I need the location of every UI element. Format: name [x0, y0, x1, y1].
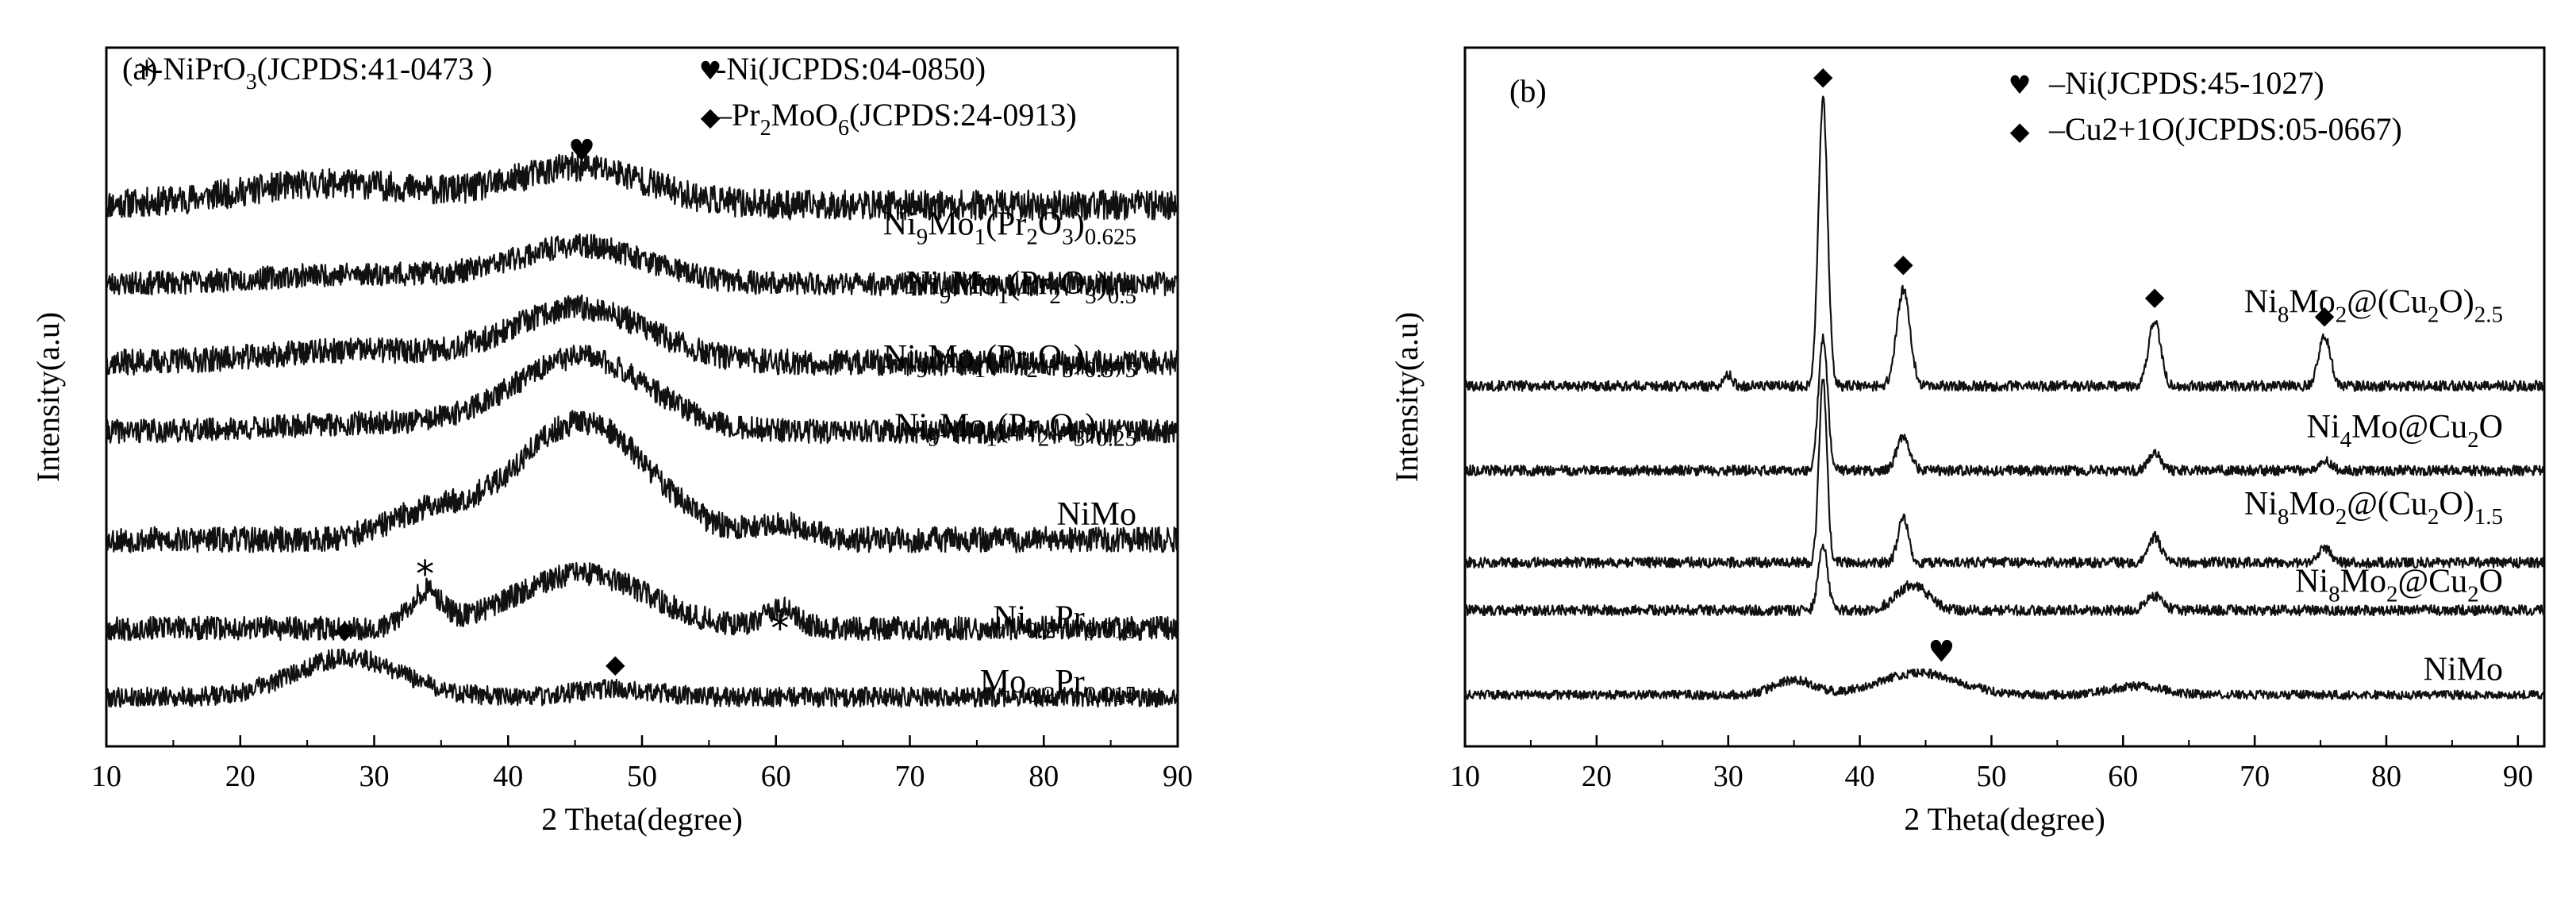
panel-a-series-label-ni9mo1-pr2o3-0-375: Ni9Mo1(Pr2O3)0.375 [883, 339, 1136, 383]
panel-a-chart: 10 20 30 40 50 60 70 80 90 2 Theta(degree) Intensi… [30, 46, 1193, 837]
panel-a-x-tick-label-40: 40 [493, 760, 523, 793]
panel-a-series-line-nimo [105, 410, 1179, 553]
panel-b-peak-heart-marker-5-icon: ♥ [1928, 634, 1955, 669]
panel-b-peak-diamond-marker-1-icon: ◆ [1813, 60, 1833, 91]
panel-b-x-tick-label-20: 20 [1582, 760, 1612, 793]
panel-a-y-axis-title: Intensity(a.u) [30, 312, 66, 482]
panel-b-plot-frame [1463, 46, 2546, 748]
panel-b-series-line-nimo [1463, 668, 2546, 700]
panel-a-peak-asterisk-marker-2-icon: * [416, 553, 434, 595]
panel-b-x-tick-label-60: 60 [2108, 760, 2138, 793]
panel-b-series-line-ni8mo2-cu2o [1463, 543, 2546, 617]
panel-b-x-tick-label-10: 10 [1450, 760, 1480, 793]
panel-a-series-label-ni9mo1-pr2o3-0-5: Ni9Mo1(Pr2O3)0.5 [906, 265, 1136, 309]
panel-b-series-label-nimo: NiMo [2424, 652, 2503, 688]
panel-a-peak-asterisk-marker-3-icon: * [771, 607, 789, 649]
panel-a-peak-diamond-marker-4-icon: ◆ [335, 615, 355, 645]
panel-a-peak-heart-marker-1-icon: ♥ [568, 133, 595, 168]
panel-b-legend-entry-2: –Cu2+1O(JCPDS:05-0667) [2048, 111, 2402, 147]
panel-b-series-label-ni8mo2-cu2o-2-5: Ni8Mo2@(Cu2O)2.5 [2244, 283, 2503, 327]
panel-a-x-tick-label-10: 10 [91, 760, 121, 793]
panel-b-legend-entry-1: –Ni(JCPDS:45-1027) [2048, 65, 2324, 101]
panel-b-series-label-ni4mo-cu2o: Ni4Mo@Cu2O [2307, 409, 2503, 453]
panel-a-series-label-nimo: NiMo [1057, 496, 1136, 533]
panel-a-series-line-ni0-2pr0-015 [105, 561, 1178, 642]
panel-a-series-label-mo0-2pr0-015: Mo0.2Pr0.015 [980, 664, 1136, 707]
panel-b-legend-diamond-icon: ◆ [2010, 116, 2030, 146]
panel-a-series-line-ni9mo1-pr2o3-0-625 [106, 151, 1179, 221]
panel-b-x-tick-label-80: 80 [2371, 760, 2401, 793]
panel-a-x-tick-label-30: 30 [359, 760, 390, 793]
panel-a-series-line-ni9mo1-pr2o3-0-375 [105, 294, 1179, 376]
panel-b-series-line-ni8mo2-cu2o-1-5 [1463, 378, 2546, 568]
panel-b-series-line-ni4mo-cu2o [1463, 333, 2546, 477]
panel-b-chart: 10 20 30 40 50 60 70 80 90 2 Theta(degree) Intensi… [1389, 46, 2546, 837]
panel-a-x-tick-label-50: 50 [627, 760, 657, 793]
panel-a-legend-entry-3: –Pr2MoO6(JCPDS:24-0913) [715, 97, 1077, 141]
panel-a-x-tick-label-80: 80 [1028, 760, 1059, 793]
panel-b-series-label-ni8mo2-cu2o: Ni8Mo2@Cu2O [2295, 563, 2503, 607]
panel-a-series-line-ni9mo1-pr2o3-0-5 [105, 233, 1179, 297]
panel-b-peak-diamond-marker-4-icon: ◆ [2315, 299, 2335, 330]
panel-b-y-axis-title: Intensity(a.u) [1389, 312, 1424, 482]
panel-b-series-line-ni8mo2-cu2o-2-5 [1463, 95, 2546, 392]
panel-b-label: (b) [1509, 73, 1547, 109]
panel-a-label: (a) [122, 51, 157, 87]
panel-a-x-tick-label-60: 60 [761, 760, 791, 793]
panel-b-peak-diamond-marker-2-icon: ◆ [1894, 249, 1913, 279]
panel-b-x-tick-label-70: 70 [2240, 760, 2270, 793]
panel-a-legend-diamond-icon: ◆ [701, 102, 721, 132]
panel-b-x-tick-label-90: 90 [2503, 760, 2533, 793]
panel-a-legend-heart-icon: ♥ [699, 56, 722, 86]
panel-b-x-tick-label-50: 50 [1976, 760, 2006, 793]
panel-a-plot-frame [105, 46, 1179, 748]
panel-b-legend-heart-icon: ♥ [2009, 70, 2032, 100]
panel-a-legend-asterisk-icon: * [138, 53, 156, 96]
panel-a-x-axis-title: 2 Theta(degree) [541, 801, 743, 837]
panel-b-x-axis-title: 2 Theta(degree) [1904, 801, 2105, 837]
panel-b-peak-diamond-marker-3-icon: ◆ [2145, 281, 2165, 311]
panel-a-series-label-ni9mo1-pr2o3-0-625: Ni9Mo1(Pr2O3)0.625 [883, 206, 1136, 249]
panel-b-x-tick-label-40: 40 [1845, 760, 1875, 793]
panel-b-series-label-ni8mo2-cu2o-1-5: Ni8Mo2@(Cu2O)1.5 [2244, 486, 2503, 530]
panel-a-x-tick-label-20: 20 [225, 760, 256, 793]
panel-a-x-tick-label-90: 90 [1163, 760, 1193, 793]
panel-b-x-tick-label-30: 30 [1713, 760, 1744, 793]
panel-a-series-label-ni0-2pr0-015: Ni0.2Pr0.015 [993, 599, 1136, 643]
panel-a-series-line-ni9mo1-pr2o3-0-25 [105, 345, 1179, 445]
panel-a-peak-diamond-marker-5-icon: ◆ [606, 649, 625, 679]
panel-a-legend-entry-1: -NiPrO3(JCPDS:41-0473 ) [152, 51, 492, 94]
panel-a-series-line-mo0-2pr0-015 [105, 648, 1179, 708]
panel-a-x-tick-label-70: 70 [895, 760, 925, 793]
panel-a-legend-entry-2: -Ni(JCPDS:04-0850) [716, 51, 986, 87]
panel-a-series-label-ni9mo1-pr2o3-0-25: Ni9Mo1(Pr2O3)0.25 [894, 408, 1136, 452]
